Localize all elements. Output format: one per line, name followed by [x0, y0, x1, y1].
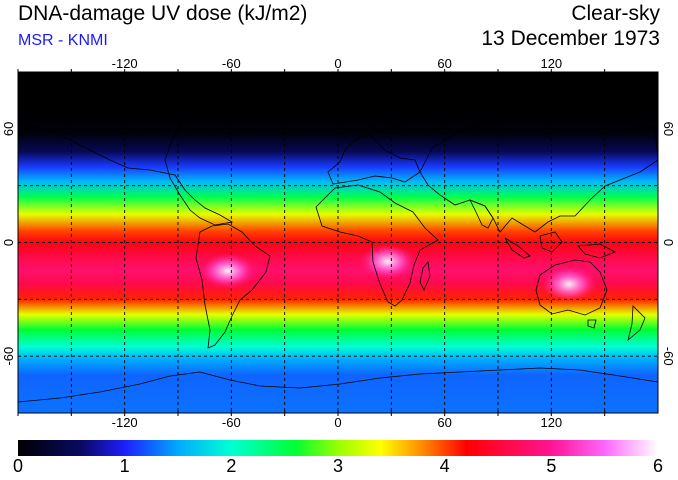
coastline-new-guinea	[577, 243, 616, 259]
lat-label-left: -60	[1, 347, 16, 366]
lat-label-left: 60	[1, 122, 16, 136]
lon-labels-top: -120 -60 0 60 120	[112, 56, 563, 71]
lon-label-top: 60	[437, 56, 451, 71]
coastline-tasmania	[587, 319, 597, 329]
colorbar-tick-label: 4	[439, 456, 450, 476]
lon-labels-bottom: -120 -60 0 60 120	[112, 415, 563, 430]
colorbar-tick-label: 0	[12, 456, 24, 476]
coastline-greenland	[219, 75, 286, 121]
lon-tick-marks	[17, 69, 606, 416]
map-area	[18, 72, 658, 413]
lon-label-top: 0	[334, 56, 341, 71]
coastline-antarctica	[18, 367, 658, 403]
colorbar-tick-label: 6	[652, 456, 664, 476]
coastline-africa	[315, 184, 439, 307]
coastline-north-america	[18, 91, 234, 226]
colorbar-tick-label: 3	[332, 456, 344, 476]
uv-hotspot-1	[359, 243, 416, 280]
lat-labels-right: 60 0 -60	[661, 122, 676, 366]
coastline-south-america	[195, 223, 271, 349]
uv-hotspot-2	[541, 266, 598, 303]
date-label: 13 December 1973	[481, 27, 660, 50]
lat-label-right: 0	[661, 239, 676, 246]
coastline-australia	[535, 259, 608, 316]
map-title: DNA-damage UV dose (kJ/m2)	[18, 2, 308, 25]
lon-label-bottom: 120	[540, 415, 562, 430]
colorbar	[18, 440, 658, 456]
lat-label-left: 0	[1, 239, 16, 246]
graticule	[18, 72, 658, 413]
lon-label-bottom: 60	[437, 415, 451, 430]
lon-label-top: -60	[222, 56, 241, 71]
coastline-europe	[327, 134, 421, 185]
uv-hotspots	[199, 243, 598, 303]
uv-hotspot-0	[199, 252, 256, 289]
coastline-borneo	[539, 231, 563, 253]
source-label: MSR - KNMI	[18, 32, 108, 49]
lon-label-top: -120	[112, 56, 138, 71]
lat-label-right: 60	[661, 122, 676, 136]
sky-condition-label: Clear-sky	[571, 2, 660, 25]
coastlines	[18, 75, 658, 403]
colorbar-tick-label: 1	[119, 456, 130, 476]
colorbar-tick-label: 2	[226, 456, 237, 476]
lon-label-top: 120	[540, 56, 562, 71]
coastline-madagascar	[419, 261, 431, 291]
lon-label-bottom: 0	[334, 415, 341, 430]
lat-labels-left: 60 0 -60	[1, 122, 16, 366]
coastline-sumatra	[504, 237, 531, 259]
coastline-india	[469, 199, 494, 229]
coastline-new-zealand	[627, 305, 646, 342]
lat-label-right: -60	[661, 347, 676, 366]
lon-label-bottom: -120	[112, 415, 138, 430]
lon-label-bottom: -60	[222, 415, 241, 430]
colorbar-tick-label: 5	[546, 456, 557, 476]
